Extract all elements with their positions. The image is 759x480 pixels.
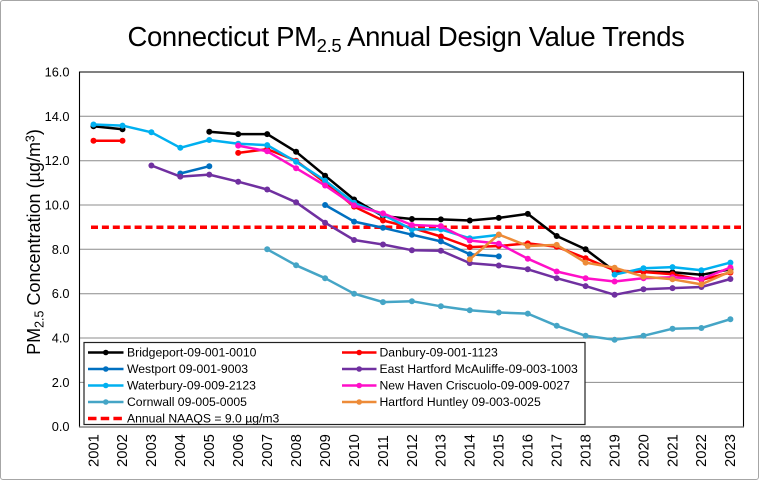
svg-text:Hartford Huntley 09-003-0025: Hartford Huntley 09-003-0025 bbox=[380, 395, 541, 409]
svg-text:2007: 2007 bbox=[260, 434, 276, 467]
svg-text:2003: 2003 bbox=[144, 434, 160, 467]
svg-text:Bridgeport-09-001-0010: Bridgeport-09-001-0010 bbox=[127, 346, 257, 360]
svg-text:2012: 2012 bbox=[405, 434, 421, 467]
svg-text:2018: 2018 bbox=[578, 434, 594, 467]
svg-text:2006: 2006 bbox=[231, 434, 247, 467]
svg-text:Waterbury-09-009-2123: Waterbury-09-009-2123 bbox=[127, 379, 256, 393]
svg-text:2005: 2005 bbox=[202, 434, 218, 467]
svg-text:2009: 2009 bbox=[318, 434, 334, 467]
svg-text:New Haven Criscuolo-09-009-002: New Haven Criscuolo-09-009-0027 bbox=[380, 379, 571, 393]
svg-text:2017: 2017 bbox=[550, 434, 566, 467]
svg-text:Connecticut PM2.5 Annual Desig: Connecticut PM2.5 Annual Design Value Tr… bbox=[127, 21, 684, 56]
svg-text:8.0: 8.0 bbox=[52, 242, 70, 257]
svg-text:16.0: 16.0 bbox=[45, 65, 70, 80]
svg-text:Westport 09-001-9003: Westport 09-001-9003 bbox=[127, 362, 248, 376]
svg-text:2010: 2010 bbox=[347, 434, 363, 467]
svg-text:0.0: 0.0 bbox=[52, 419, 70, 434]
svg-text:10.0: 10.0 bbox=[45, 198, 70, 213]
svg-text:2004: 2004 bbox=[173, 434, 189, 467]
svg-text:6.0: 6.0 bbox=[52, 286, 70, 301]
svg-text:14.0: 14.0 bbox=[45, 109, 70, 124]
svg-text:2008: 2008 bbox=[289, 434, 305, 467]
svg-text:East Hartford McAuliffe-09-003: East Hartford McAuliffe-09-003-1003 bbox=[380, 362, 578, 376]
svg-text:2021: 2021 bbox=[665, 434, 681, 467]
svg-text:Annual NAAQS = 9.0 µg/m3: Annual NAAQS = 9.0 µg/m3 bbox=[127, 412, 280, 426]
svg-text:2.0: 2.0 bbox=[52, 375, 70, 390]
svg-text:2013: 2013 bbox=[434, 434, 450, 467]
svg-text:2015: 2015 bbox=[492, 434, 508, 467]
svg-text:2011: 2011 bbox=[376, 435, 392, 467]
svg-text:2019: 2019 bbox=[607, 434, 623, 467]
svg-text:Danbury-09-001-1123: Danbury-09-001-1123 bbox=[380, 346, 499, 360]
svg-text:2023: 2023 bbox=[723, 434, 739, 467]
svg-text:Cornwall 09-005-0005: Cornwall 09-005-0005 bbox=[127, 395, 247, 409]
svg-text:2014: 2014 bbox=[463, 434, 479, 467]
svg-text:2020: 2020 bbox=[636, 434, 652, 467]
svg-text:2022: 2022 bbox=[694, 434, 710, 467]
svg-text:4.0: 4.0 bbox=[52, 331, 70, 346]
svg-text:2002: 2002 bbox=[115, 434, 131, 467]
svg-text:12.0: 12.0 bbox=[45, 153, 70, 168]
svg-text:2001: 2001 bbox=[86, 434, 102, 467]
svg-text:PM2.5 Concentration (µg/m3): PM2.5 Concentration (µg/m3) bbox=[24, 129, 47, 355]
svg-text:2016: 2016 bbox=[521, 434, 537, 467]
